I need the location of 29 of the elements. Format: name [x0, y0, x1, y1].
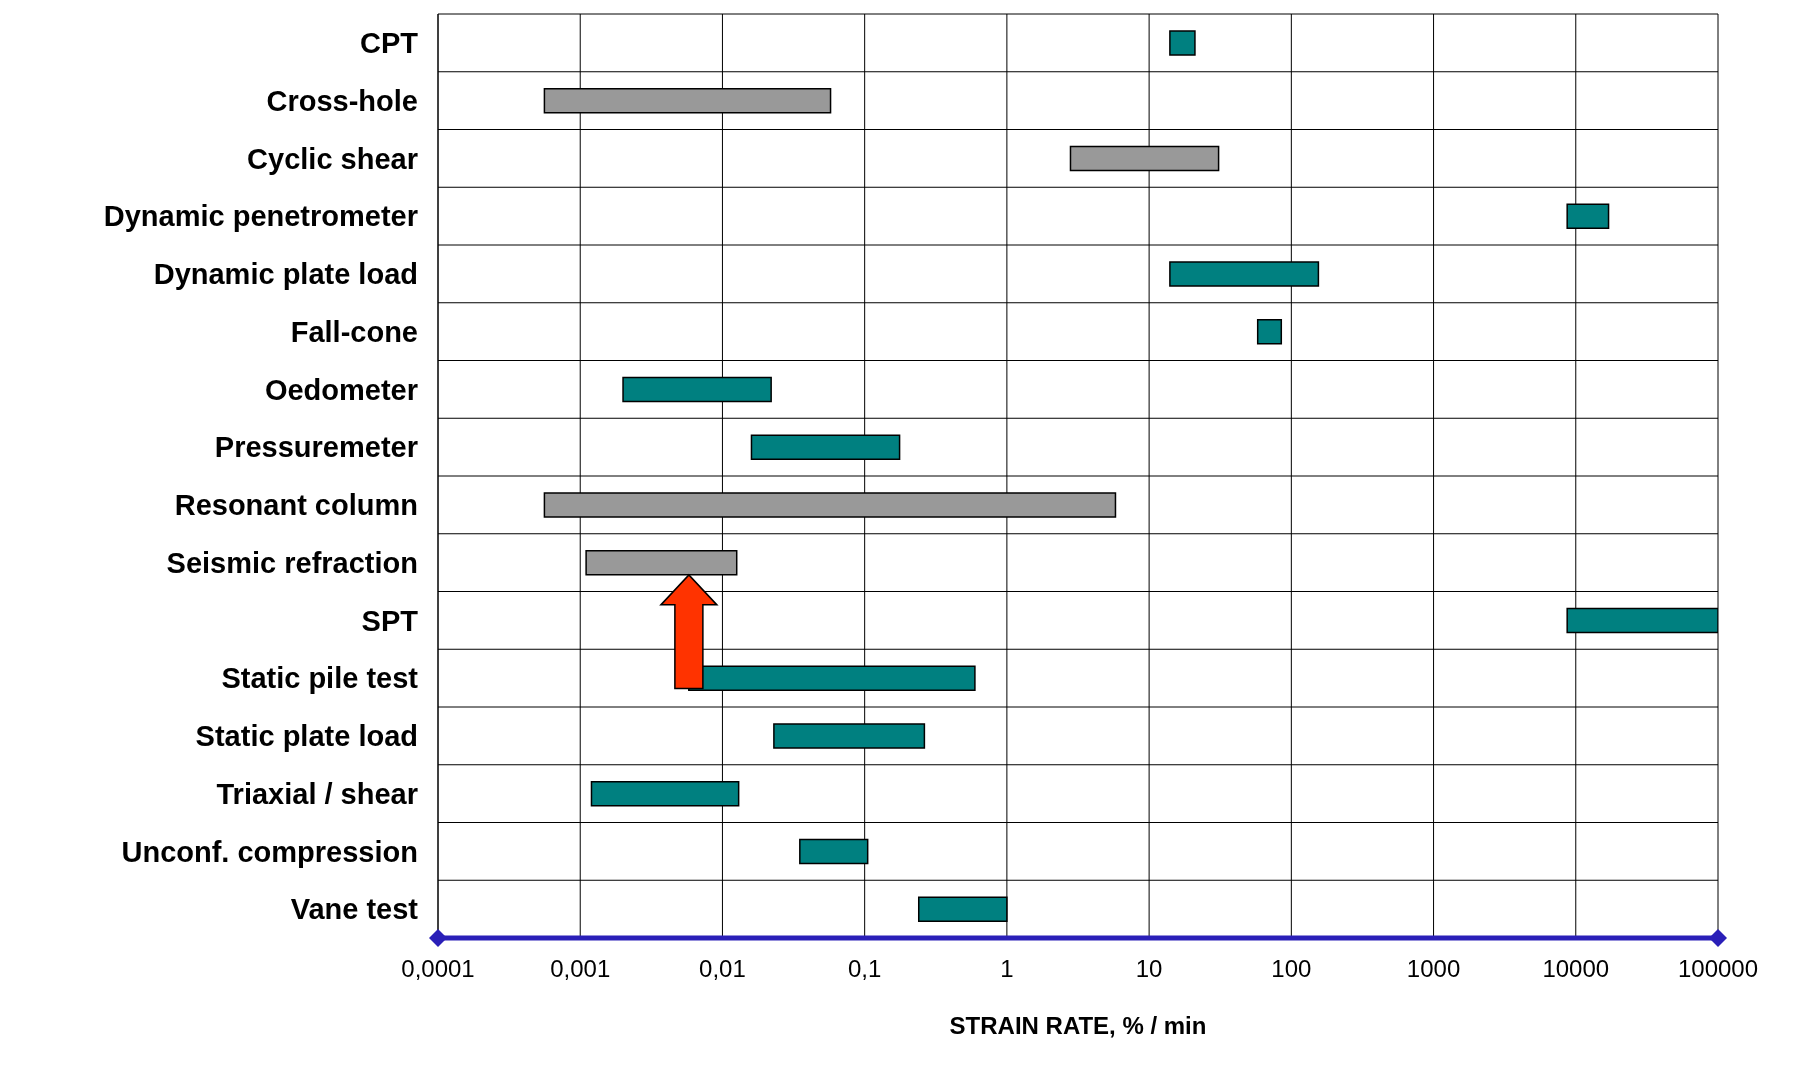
y-tick-label: Triaxial / shear: [216, 777, 418, 810]
x-tick-label: 0,01: [699, 955, 746, 983]
x-tick-label: 1000: [1406, 955, 1461, 983]
y-tick-label: SPT: [361, 604, 419, 637]
y-tick-label: Oedometer: [264, 373, 418, 406]
x-tick-label: 10000: [1542, 955, 1610, 983]
x-tick-label: 100000: [1677, 955, 1759, 983]
y-tick-label: Unconf. compression: [121, 835, 418, 868]
x-tick-label: 0,1: [847, 955, 882, 983]
y-tick-label: Cyclic shear: [247, 142, 418, 175]
y-tick-label: CPT: [360, 27, 419, 60]
y-tick-label: Static plate load: [195, 720, 418, 753]
y-tick-label: Vane test: [290, 893, 419, 926]
x-tick-label: 0,0001: [401, 955, 475, 983]
y-tick-label: Dynamic plate load: [153, 258, 418, 291]
y-tick-label: Seismic refraction: [166, 546, 418, 579]
bar: [1169, 30, 1196, 56]
x-tick-label: 100: [1271, 955, 1312, 983]
y-tick-label: Resonant column: [174, 489, 418, 522]
y-tick-label: Cross-hole: [266, 84, 418, 117]
x-tick-label: 0,001: [550, 955, 611, 983]
x-tick-label: 1: [1000, 955, 1014, 983]
y-tick-label: Static pile test: [221, 662, 419, 695]
y-tick-label: Dynamic penetrometer: [103, 200, 418, 233]
y-tick-label: Pressuremeter: [214, 431, 418, 464]
y-tick-label: Fall-cone: [290, 315, 418, 348]
x-tick-label: 10: [1135, 955, 1163, 983]
bar: [1256, 319, 1283, 345]
x-axis-title: STRAIN RATE, % / min: [949, 1012, 1207, 1039]
